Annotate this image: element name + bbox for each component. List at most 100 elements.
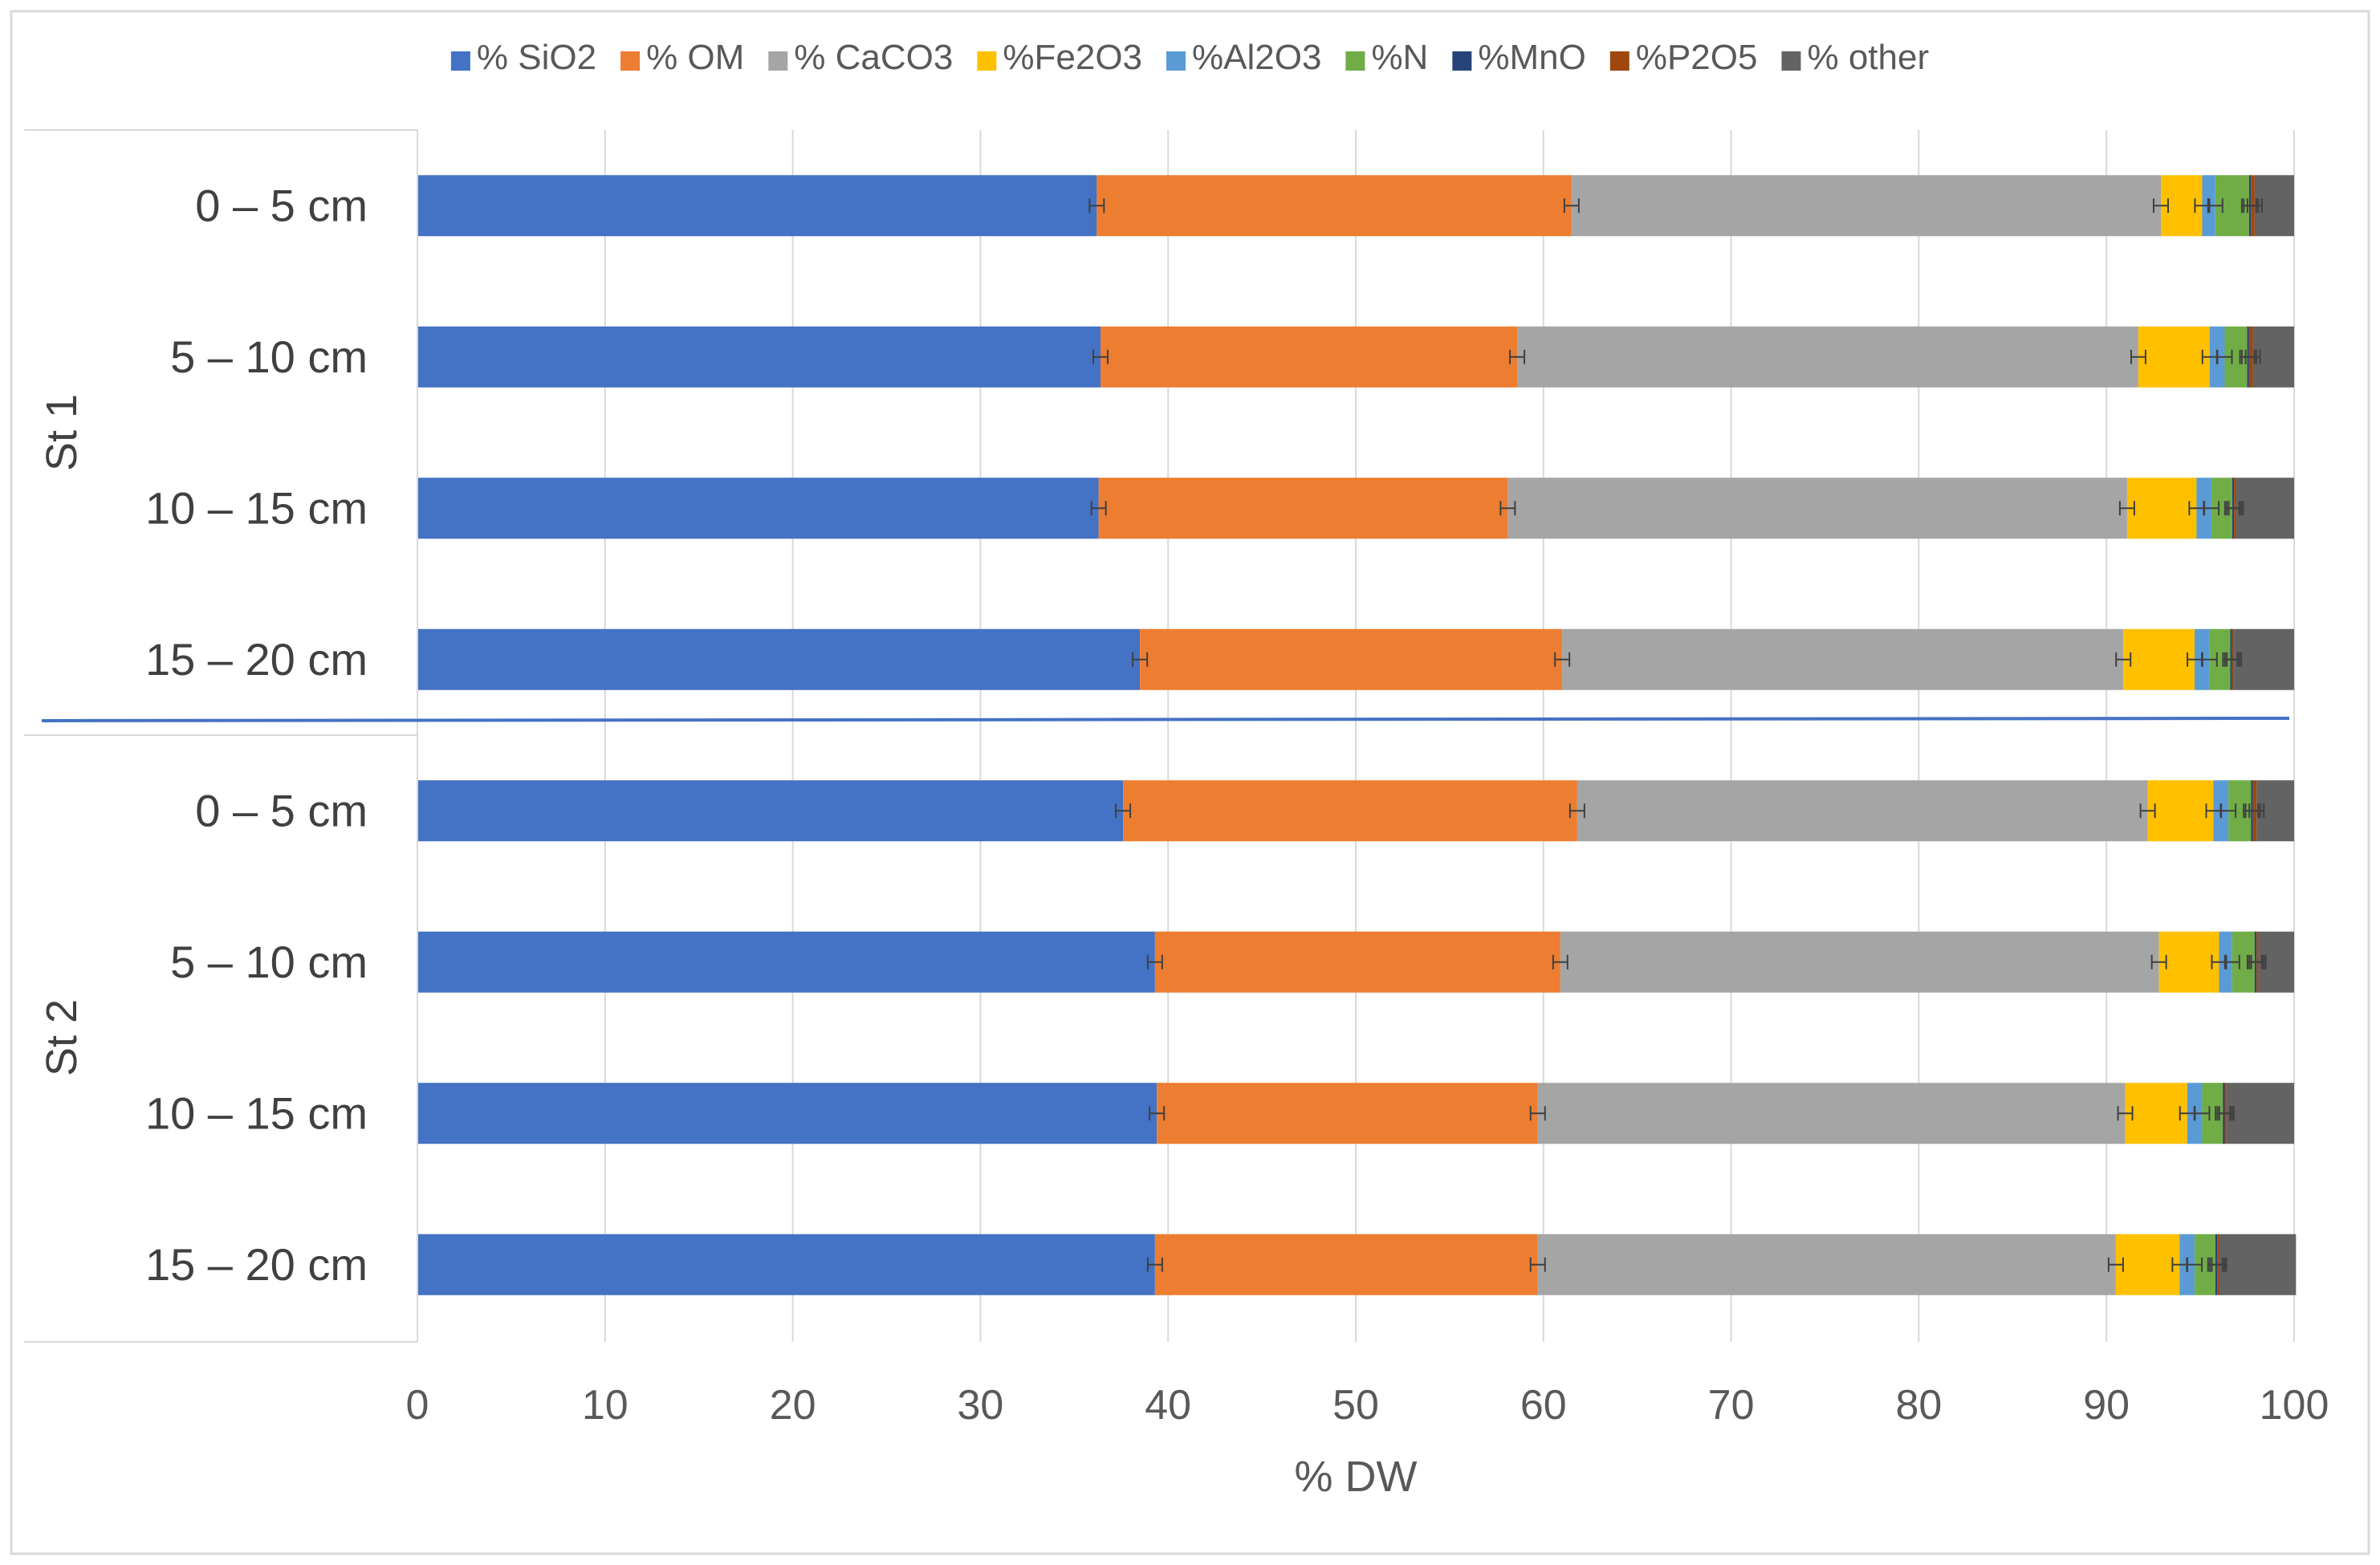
error-bar (1090, 501, 1107, 516)
bar-om (1098, 478, 1508, 539)
bar-caco3 (1507, 478, 2127, 539)
x-tick-label: 0 (406, 1382, 429, 1429)
station-separator-line (41, 717, 2290, 722)
bar-fe2o3 (2138, 326, 2210, 388)
error-bar (2216, 349, 2233, 364)
error-bar (2187, 1257, 2203, 1272)
error-bar (2246, 198, 2263, 213)
bar-sio2 (417, 931, 1155, 993)
error-bar (1146, 954, 1163, 969)
error-bar (1552, 954, 1568, 969)
bar-fe2o3 (2147, 780, 2214, 842)
error-bar (1115, 803, 1132, 819)
bar-other (2234, 628, 2294, 690)
error-bar (2218, 1106, 2235, 1121)
legend-swatch (1166, 51, 1186, 71)
error-bar (2250, 954, 2267, 969)
group-label: St 1 (38, 394, 86, 471)
bar-fe2o3 (2126, 478, 2197, 539)
category-label: 15 – 20 cm (145, 1239, 368, 1290)
error-bar (2203, 501, 2220, 516)
error-bar (2107, 1257, 2124, 1272)
legend-label: % CaCO3 (794, 38, 953, 77)
bar-om (1154, 1234, 1538, 1295)
x-tick-label: 10 (582, 1382, 629, 1429)
legend-label: %MnO (1478, 38, 1585, 77)
category-label: 15 – 20 cm (145, 634, 368, 685)
x-tick-label: 30 (957, 1382, 1003, 1429)
legend-label: %Fe2O3 (1003, 38, 1142, 77)
error-bar (1499, 501, 1516, 516)
error-bar (2153, 198, 2170, 213)
bar-om (1140, 628, 1563, 690)
category-label: 5 – 10 cm (170, 937, 368, 987)
legend-item: %P2O5 (1609, 38, 1758, 77)
x-tick-label: 50 (1332, 1382, 1379, 1429)
x-axis-title: % DW (1295, 1453, 1418, 1501)
legend-item: % other (1781, 38, 1929, 77)
legend-swatch (1452, 51, 1472, 71)
bar-om (1123, 780, 1577, 842)
category-label: 0 – 5 cm (195, 785, 368, 835)
error-bar (2115, 652, 2132, 667)
error-bar (2201, 652, 2218, 667)
bar-caco3 (1571, 175, 2162, 237)
bar-caco3 (1560, 931, 2159, 993)
category-label: 0 – 5 cm (195, 180, 368, 230)
x-tick-label: 100 (2260, 1382, 2329, 1429)
bar-other (2226, 1083, 2294, 1144)
error-bar (1088, 198, 1105, 213)
category-label: 10 – 15 cm (145, 1087, 368, 1138)
bar-caco3 (1562, 628, 2124, 690)
legend-label: % other (1807, 38, 1929, 77)
legend-swatch (768, 51, 788, 71)
bar-sio2 (417, 628, 1141, 690)
error-bar (2227, 501, 2244, 516)
bar-sio2 (417, 1234, 1155, 1295)
bar-fe2o3 (2115, 1234, 2180, 1295)
legend-item: %Al2O3 (1166, 38, 1321, 77)
error-bar (1092, 349, 1109, 364)
error-bar (2211, 1257, 2227, 1272)
error-bar (1529, 1257, 1546, 1272)
bar-sio2 (417, 326, 1101, 388)
error-bar (2223, 954, 2240, 969)
legend-swatch (1781, 51, 1801, 71)
error-bar (1149, 1106, 1166, 1121)
legend-label: %N (1371, 38, 1428, 77)
bar-fe2o3 (2123, 628, 2195, 690)
x-tick-label: 20 (770, 1382, 816, 1429)
error-bar (2139, 803, 2156, 819)
error-bar (1529, 1106, 1546, 1121)
error-bar (2150, 954, 2167, 969)
error-bar (2130, 349, 2146, 364)
bar-other (2236, 478, 2294, 539)
error-bar (1554, 652, 1571, 667)
legend-item: %MnO (1452, 38, 1586, 77)
legend-label: %Al2O3 (1192, 38, 1321, 77)
error-bar (1563, 198, 1580, 213)
legend-swatch (620, 51, 641, 71)
bar-other (2219, 1234, 2297, 1295)
category-label: 5 – 10 cm (170, 331, 368, 382)
legend-label: % OM (646, 38, 744, 77)
x-tick-label: 90 (2083, 1382, 2130, 1429)
error-bar (2220, 803, 2237, 819)
error-bar (2118, 501, 2135, 516)
error-bar (1509, 349, 1526, 364)
error-bar (2194, 1106, 2211, 1121)
error-bar (1132, 652, 1149, 667)
x-tick-label: 70 (1708, 1382, 1755, 1429)
legend-item: %N (1345, 38, 1428, 77)
legend-label: %P2O5 (1636, 38, 1758, 77)
bar-sio2 (417, 780, 1124, 842)
legend-swatch (977, 51, 997, 71)
error-bar (2244, 349, 2261, 364)
legend-label: % SiO2 (477, 38, 596, 77)
legend-swatch (1609, 51, 1629, 71)
error-bar (1146, 1257, 1163, 1272)
legend-item: % OM (620, 38, 744, 77)
bar-caco3 (1537, 1083, 2126, 1144)
bar-sio2 (417, 1083, 1157, 1144)
